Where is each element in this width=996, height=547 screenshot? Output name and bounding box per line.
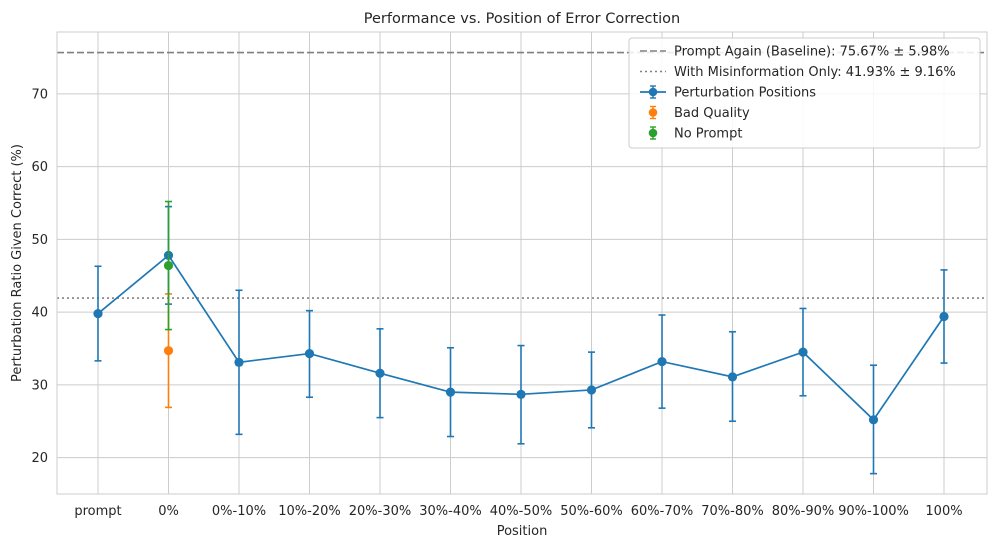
- legend-frame: [628, 37, 981, 149]
- x-tick-label: 40%-50%: [490, 504, 552, 519]
- data-point: [375, 368, 385, 378]
- series-0: [93, 205, 949, 475]
- x-tick-label: 90%-100%: [838, 504, 909, 519]
- y-tick-label: 50: [31, 233, 48, 248]
- data-point: [586, 385, 597, 395]
- x-tick-label: 60%-70%: [631, 504, 693, 519]
- y-tick-labels: 20 30 40 50 60 70: [31, 87, 48, 466]
- data-point: [868, 415, 879, 425]
- series-2: [163, 200, 174, 331]
- y-axis-label: Perturbation Ratio Given Correct (%): [10, 144, 25, 382]
- data-point: [93, 308, 103, 319]
- y-tick-label: 20: [31, 451, 48, 466]
- y-tick-label: 70: [31, 87, 48, 102]
- legend-swatch-marker: [648, 128, 658, 138]
- x-tick-label: 80%-90%: [772, 504, 834, 519]
- legend-swatch-marker: [648, 108, 658, 117]
- legend-entry: With Misinformation Only: 41.93% ± 9.16%: [640, 65, 956, 80]
- x-axis-label: Position: [497, 524, 548, 539]
- x-tick-label: 0%: [158, 504, 179, 519]
- legend-label: Prompt Again (Baseline): 75.67% ± 5.98%: [674, 45, 950, 60]
- legend-entry: Bad Quality: [648, 105, 750, 121]
- x-tick-label: 30%-40%: [419, 504, 481, 519]
- legend-entry: No Prompt: [648, 126, 742, 142]
- legend: Prompt Again (Baseline): 75.67% ± 5.98% W…: [628, 37, 981, 149]
- legend-label: With Misinformation Only: 41.93% ± 9.16%: [674, 65, 956, 80]
- data-point: [163, 260, 174, 271]
- y-tick-label: 30: [31, 378, 48, 393]
- x-tick-label: 20%-30%: [349, 504, 411, 519]
- legend-label: Perturbation Positions: [674, 86, 816, 101]
- data-point: [234, 357, 244, 367]
- data-point: [445, 387, 456, 397]
- x-tick-label: 100%: [925, 504, 962, 519]
- x-tick-label: 0%-10%: [212, 504, 266, 519]
- x-tick-label: 10%-20%: [278, 504, 340, 519]
- data-point: [657, 356, 667, 367]
- legend-entry: Perturbation Positions: [640, 85, 816, 101]
- data-point: [163, 346, 174, 356]
- y-tick-label: 60: [31, 160, 48, 175]
- y-tick-label: 40: [31, 306, 48, 321]
- series-layer: [93, 200, 949, 475]
- legend-label: No Prompt: [674, 127, 742, 142]
- data-point: [516, 389, 526, 399]
- legend-entry: Prompt Again (Baseline): 75.67% ± 5.98%: [640, 45, 950, 60]
- data-point: [304, 348, 315, 359]
- x-tick-labels: prompt 0% 0%-10% 10%-20% 20%-30% 30%-40% 40%-5…: [74, 504, 962, 519]
- data-point: [939, 311, 949, 322]
- x-tick-label: 70%-80%: [701, 504, 763, 519]
- legend-swatch-marker: [648, 87, 658, 97]
- legend-label: Bad Quality: [674, 106, 750, 121]
- data-point: [727, 372, 738, 382]
- x-tick-label: prompt: [74, 504, 121, 519]
- chart-title: Performance vs. Position of Error Correc…: [364, 11, 680, 27]
- x-tick-label: 50%-60%: [560, 504, 622, 519]
- plot-frame: [56, 31, 988, 495]
- data-point: [798, 347, 808, 357]
